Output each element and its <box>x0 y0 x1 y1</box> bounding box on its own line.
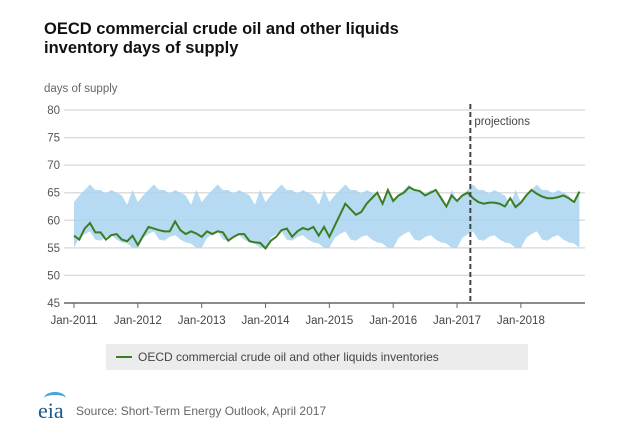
y-tick-label: 80 <box>47 105 60 117</box>
projections-label: projections <box>474 116 530 128</box>
x-tick-label: Jan-2013 <box>178 315 226 327</box>
x-tick-label: Jan-2016 <box>369 315 417 327</box>
x-tick-label: Jan-2014 <box>242 315 291 327</box>
y-tick-label: 55 <box>47 243 60 255</box>
legend-label: OECD commercial crude oil and other liqu… <box>138 350 439 364</box>
y-tick-label: 65 <box>47 188 60 200</box>
chart-title: OECD commercial crude oil and other liqu… <box>44 20 464 58</box>
source-note: Source: Short-Term Energy Outlook, April… <box>76 404 327 418</box>
y-tick-label: 50 <box>47 270 60 282</box>
y-tick-label: 70 <box>47 160 60 172</box>
footer: eia Source: Short-Term Energy Outlook, A… <box>38 392 327 424</box>
historical-range-band <box>74 184 580 248</box>
legend-line-swatch <box>116 356 132 358</box>
y-tick-label: 60 <box>47 215 60 227</box>
chart-title-line-2: inventory days of supply <box>44 39 239 57</box>
x-tick-label: Jan-2017 <box>433 315 481 327</box>
y-axis-label: days of supply <box>44 83 118 95</box>
x-tick-label: Jan-2011 <box>50 315 97 327</box>
y-tick-label: 45 <box>47 298 60 310</box>
legend: OECD commercial crude oil and other liqu… <box>106 344 528 370</box>
eia-logo: eia <box>38 392 70 424</box>
inventory-series-line <box>73 185 581 250</box>
chart-title-line-1: OECD commercial crude oil and other liqu… <box>44 20 399 38</box>
x-tick-label: Jan-2012 <box>114 315 162 327</box>
y-tick-label: 75 <box>47 133 60 145</box>
x-tick-label: Jan-2015 <box>305 315 353 327</box>
x-tick-label: Jan-2018 <box>497 315 545 327</box>
